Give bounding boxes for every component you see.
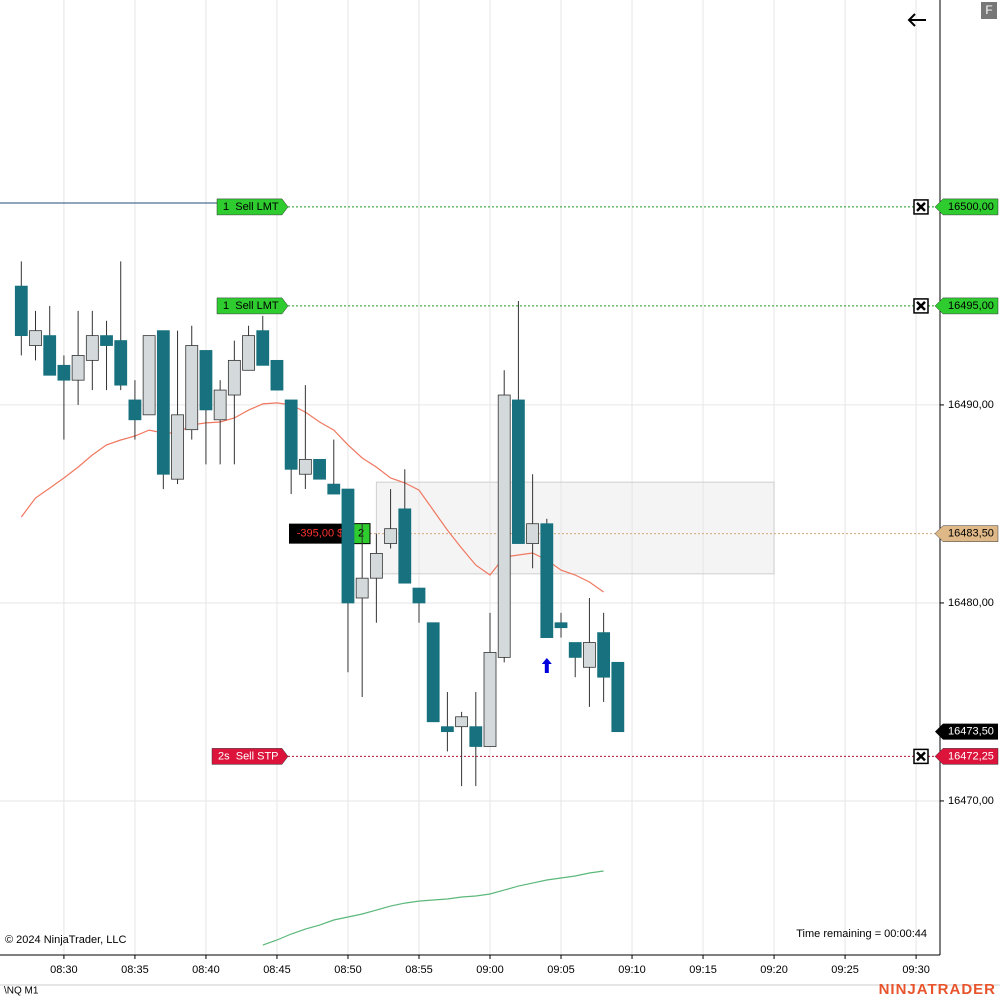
price-tag-label: 16472,25 [948,750,994,762]
candle-body [57,364,71,381]
candle-body [171,414,184,480]
order-tag-label[interactable]: 1 Sell LMT [223,201,279,213]
indicator-line [262,870,604,946]
candle-body [185,345,199,431]
candle-body [242,335,255,371]
candle-body [369,553,383,579]
candle-body [469,726,483,747]
last-price-label: 16473,50 [948,726,994,738]
candle-body [156,330,170,475]
candle-body [554,622,568,629]
cancel-x[interactable] [916,202,926,212]
candle-body [270,359,284,391]
candle-body [583,642,596,668]
candle-body [256,330,270,366]
x-tick-label: 09:20 [760,964,788,976]
candle-body [398,508,412,584]
price-tag-label: 16483,50 [948,528,994,540]
candle-body [85,335,99,361]
drawn-rectangle [375,481,775,575]
x-tick-label: 08:35 [121,964,149,976]
price-tag [934,297,999,315]
price-tag [934,525,999,542]
plot: 1 Sell LMT 1 Sell LMT 2s Sell STP -395,00 $… [14,198,940,946]
candle-body [440,726,454,733]
candle-body [43,335,57,376]
candle-body [355,577,369,599]
brand-logo: NINJATRADER [879,981,996,998]
order-tag-label[interactable]: 1 Sell LMT [223,300,279,312]
candle-body [540,523,554,638]
candle-body [568,642,582,658]
candle-body [142,335,156,416]
price-tag-label: 16500,00 [948,201,994,213]
x-tick-label: 09:10 [618,964,646,976]
order-tag[interactable] [211,748,289,765]
candle-body [114,340,128,386]
candle-body [483,652,497,747]
x-tick-label: 08:55 [405,964,433,976]
x-tick-label: 08:30 [50,964,78,976]
instrument-tab[interactable]: \NQ M1 [4,986,39,997]
f-button-label[interactable]: F [985,3,992,17]
x-tick-label: 09:15 [689,964,717,976]
grid [0,0,944,959]
candle-body [384,528,397,544]
candle-body [298,458,312,475]
candle-body [497,394,511,658]
order-tag[interactable] [216,297,289,315]
price-tag [934,748,999,765]
cancel-x[interactable] [916,751,926,762]
candle-body [284,399,298,470]
y-tick-label: 16480,00 [948,597,994,609]
candle-body [426,622,440,723]
x-tick-label: 09:25 [831,964,859,976]
pnl-label: -395,00 $ [297,528,343,540]
candle-body [327,483,341,495]
price-tag-label: 16495,00 [948,300,994,312]
f-button[interactable] [981,2,997,19]
order-tag[interactable] [216,198,289,216]
candle-body [412,587,426,604]
quantity-label[interactable]: 2 [358,528,364,540]
candle-body [597,632,611,678]
x-tick-label: 08:40 [192,964,220,976]
order-tag-label[interactable]: 2s Sell STP [218,750,279,762]
price-tag [934,198,999,216]
candle-body [313,458,326,480]
candle-body [227,359,241,396]
candle-body [341,488,355,604]
x-tick-label: 09:05 [547,964,575,976]
candle-body [29,330,42,346]
candle-body [213,389,227,421]
candle-body [14,285,28,337]
candle-body [199,350,213,411]
time-remaining: Time remaining = 00:00:44 [796,928,927,940]
candle-body [512,399,525,544]
candle-body [100,335,113,346]
x-tick-label: 09:00 [476,964,504,976]
copyright: © 2024 NinjaTrader, LLC [5,934,126,946]
y-tick-label: 16470,00 [948,795,994,807]
candle-body [455,716,468,728]
candle-body [526,523,540,544]
candle-body [611,661,625,733]
x-tick-label: 08:50 [334,964,362,976]
candle-body [128,399,142,421]
cancel-x[interactable] [916,301,926,311]
pnl-box [289,523,352,544]
y-tick-label: 16490,00 [948,399,994,411]
execution-arrow [541,657,552,673]
x-tick-label: 08:45 [263,964,291,976]
back-arrow[interactable] [907,13,926,27]
x-tick-label: 09:30 [902,964,930,976]
last-price-tag [935,723,998,740]
candle-body [71,355,85,381]
